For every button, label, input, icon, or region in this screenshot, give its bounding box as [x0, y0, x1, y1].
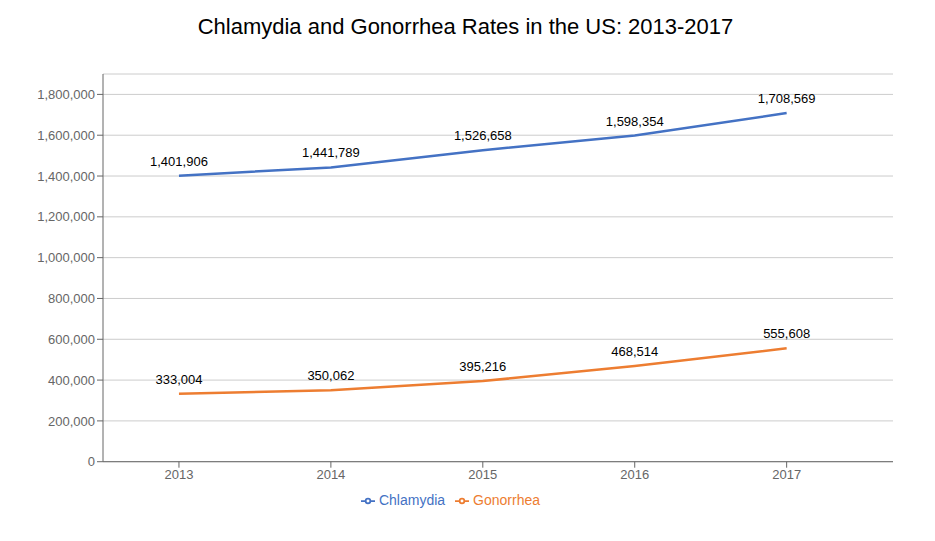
svg-text:395,216: 395,216	[459, 359, 506, 374]
svg-text:555,608: 555,608	[763, 326, 810, 341]
html-text:Chlamydia: Chlamydia	[379, 491, 446, 508]
svg-text:600,000: 600,000	[48, 332, 95, 347]
svg-text:333,004: 333,004	[155, 372, 202, 387]
svg-text:1,441,789: 1,441,789	[302, 145, 360, 160]
svg-text:2017: 2017	[772, 467, 801, 482]
svg-text:1,800,000: 1,800,000	[37, 87, 95, 102]
svg-text:1,598,354: 1,598,354	[606, 114, 664, 129]
html-text:Chlamydia and Gonorrhea Rates: Chlamydia and Gonorrhea Rates in the US:…	[197, 14, 734, 39]
svg-text:1,526,658: 1,526,658	[454, 128, 512, 143]
svg-text:800,000: 800,000	[48, 291, 95, 306]
svg-text:1,200,000: 1,200,000	[37, 209, 95, 224]
svg-text:0: 0	[88, 454, 95, 469]
svg-text:2014: 2014	[316, 467, 345, 482]
svg-text:350,062: 350,062	[307, 368, 354, 383]
svg-text:1,401,906: 1,401,906	[150, 154, 208, 169]
svg-text:1,400,000: 1,400,000	[37, 169, 95, 184]
svg-text:1,000,000: 1,000,000	[37, 250, 95, 265]
html-text:Gonorrhea: Gonorrhea	[473, 491, 540, 508]
svg-text:2013: 2013	[165, 467, 194, 482]
svg-text:468,514: 468,514	[611, 344, 658, 359]
svg-text:1,600,000: 1,600,000	[37, 128, 95, 143]
svg-text:2016: 2016	[620, 467, 649, 482]
svg-text:200,000: 200,000	[48, 414, 95, 429]
svg-text:2015: 2015	[468, 467, 497, 482]
svg-text:400,000: 400,000	[48, 373, 95, 388]
svg-text:1,708,569: 1,708,569	[758, 91, 816, 106]
